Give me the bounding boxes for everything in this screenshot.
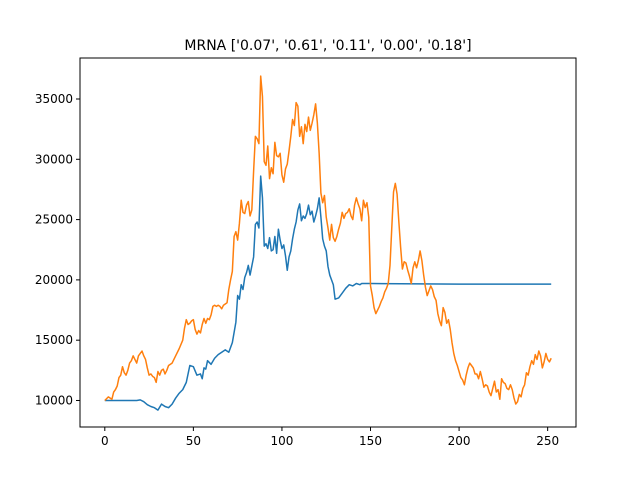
x-tick-label: 100	[270, 434, 293, 448]
series-line-2	[104, 75, 552, 405]
y-tick-label: 15000	[35, 333, 73, 347]
x-tick-label: 150	[359, 434, 382, 448]
y-tick-label: 25000	[35, 213, 73, 227]
plot-frame	[79, 57, 577, 428]
y-tick-label: 30000	[35, 152, 73, 166]
x-tick-label: 50	[186, 434, 201, 448]
y-tick-label: 35000	[35, 92, 73, 106]
x-tick-label: 0	[101, 434, 109, 448]
y-tick-label: 10000	[35, 393, 73, 407]
y-tick-label: 20000	[35, 273, 73, 287]
axis-ticks: 0 50 100 150 200 250 10000 15000 20000 25000 30000…	[35, 92, 559, 448]
x-tick-label: 250	[536, 434, 559, 448]
series-line-1	[104, 175, 552, 411]
x-tick-label: 200	[448, 434, 471, 448]
series-layer	[104, 75, 552, 411]
chart-title: MRNA ['0.07', '0.61', '0.11', '0.00', '0…	[184, 38, 471, 54]
